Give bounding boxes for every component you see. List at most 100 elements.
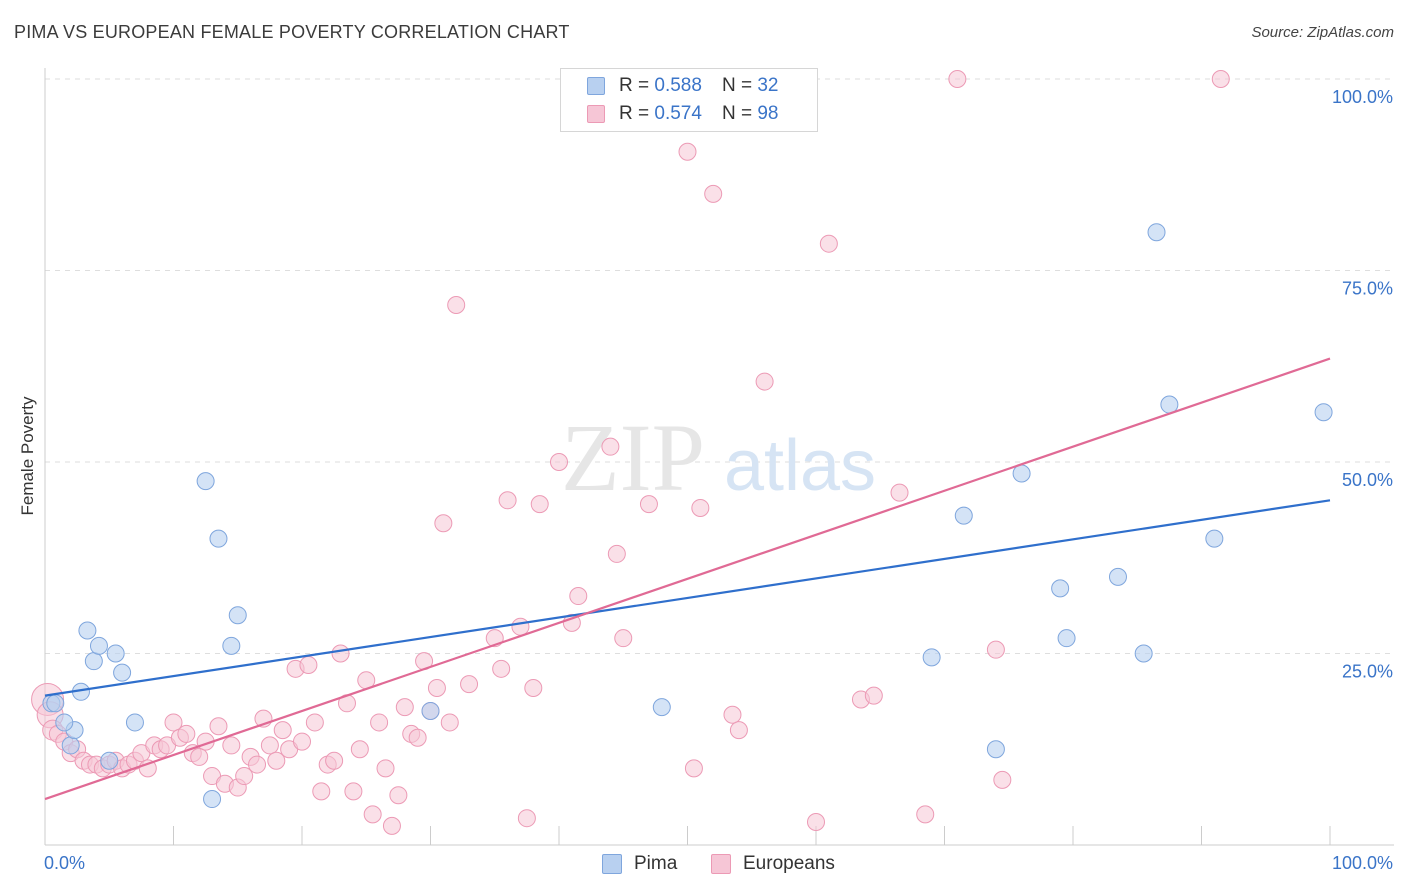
legend-europeans-label: Europeans — [743, 853, 835, 874]
eu-r-value: 0.574 — [654, 103, 702, 124]
europeans-point — [370, 713, 389, 732]
pima-point — [986, 740, 1005, 759]
europeans-point — [562, 613, 581, 632]
europeans-points — [31, 70, 1230, 835]
pima-point — [78, 621, 97, 640]
europeans-point — [691, 498, 710, 517]
pima-r-label: R = — [619, 75, 650, 96]
europeans-point — [260, 736, 279, 755]
x-tick-label: 100.0% — [1332, 853, 1393, 873]
pima-point — [113, 663, 132, 682]
y-tick-label: 50.0% — [1342, 470, 1393, 490]
source-label: Source: ZipAtlas.com — [1251, 24, 1394, 41]
pima-point — [421, 701, 440, 720]
europeans-point — [408, 728, 427, 747]
europeans-point — [350, 740, 369, 759]
axes — [44, 68, 1394, 846]
europeans-point — [164, 713, 183, 732]
europeans-point — [807, 813, 825, 832]
watermark: ZIP atlas — [561, 404, 876, 511]
europeans-point — [890, 483, 909, 502]
pima-n-value: 32 — [757, 75, 779, 96]
europeans-point — [235, 767, 254, 786]
pima-point — [100, 751, 119, 770]
europeans-point — [382, 816, 401, 835]
europeans-point — [729, 721, 748, 740]
pima-point — [1012, 464, 1031, 483]
eu-n-label: N = — [721, 103, 753, 124]
europeans-point — [498, 491, 517, 510]
europeans-swatch — [587, 105, 605, 123]
pima-point — [228, 606, 247, 625]
europeans-point — [993, 770, 1012, 789]
pima-point — [46, 694, 65, 713]
pima-point — [1205, 529, 1224, 548]
pima-point — [55, 713, 74, 732]
europeans-point — [550, 453, 568, 471]
pima-point — [84, 652, 103, 671]
europeans-point — [312, 782, 331, 801]
pima-point — [222, 636, 241, 655]
eu-r-label: R = — [619, 103, 650, 124]
pima-point — [209, 529, 228, 548]
europeans-point — [267, 751, 286, 770]
europeans-point — [864, 686, 883, 705]
europeans-point — [517, 809, 536, 828]
pima-trend-line — [44, 499, 1331, 697]
europeans-point — [684, 759, 703, 778]
europeans-point — [190, 747, 209, 766]
europeans-point — [305, 713, 324, 732]
pima-point — [203, 790, 222, 809]
europeans-point — [299, 655, 318, 674]
pima-swatch — [587, 77, 605, 95]
europeans-point — [389, 786, 408, 805]
europeans-point — [376, 759, 395, 778]
pima-n-label: N = — [721, 75, 753, 96]
europeans-point — [678, 142, 697, 161]
legend-item-europeans[interactable]: Europeans — [711, 851, 835, 877]
pima-point — [1108, 567, 1127, 586]
europeans-point — [986, 640, 1005, 659]
europeans-point — [511, 617, 530, 636]
europeans-point — [273, 721, 292, 740]
legend-row-pima: R = 0.588 N = 32 — [587, 74, 778, 98]
pima-point — [1314, 403, 1333, 422]
europeans-point — [601, 437, 620, 456]
europeans-point — [819, 234, 838, 253]
europeans-point — [344, 782, 363, 801]
europeans-point — [1211, 70, 1230, 88]
europeans-point — [639, 495, 658, 514]
legend-item-pima[interactable]: Pima — [602, 851, 677, 877]
europeans-point — [293, 732, 311, 751]
pima-point — [196, 472, 215, 491]
eu-n-value: 98 — [757, 103, 779, 124]
europeans-point — [916, 805, 935, 824]
pima-point — [61, 736, 80, 755]
watermark-atlas: atlas — [724, 426, 876, 506]
pima-point — [106, 644, 125, 663]
europeans-point — [209, 717, 228, 736]
legend-row-europeans: R = 0.574 N = 98 — [587, 102, 778, 126]
europeans-point — [530, 495, 549, 514]
europeans-point — [248, 755, 267, 774]
pima-r-value: 0.588 — [654, 75, 702, 96]
europeans-point — [723, 705, 742, 724]
pima-point — [1134, 644, 1153, 663]
pima-point — [125, 713, 144, 732]
europeans-point — [755, 372, 774, 391]
europeans-point — [447, 295, 466, 314]
pima-points — [42, 223, 1333, 809]
europeans-point — [440, 713, 459, 732]
legend-pima-swatch — [602, 854, 622, 874]
europeans-point — [331, 644, 350, 663]
chart-title: PIMA VS EUROPEAN FEMALE POVERTY CORRELAT… — [14, 22, 570, 42]
europeans-point — [222, 736, 241, 755]
europeans-point — [614, 629, 633, 648]
pima-point — [652, 698, 671, 717]
x-tick-label: 0.0% — [44, 853, 85, 873]
legend-europeans-swatch — [711, 854, 731, 874]
pima-point — [1051, 579, 1070, 598]
pima-point — [1147, 223, 1166, 242]
grid-lines — [45, 78, 1394, 654]
pima-point — [89, 636, 108, 655]
